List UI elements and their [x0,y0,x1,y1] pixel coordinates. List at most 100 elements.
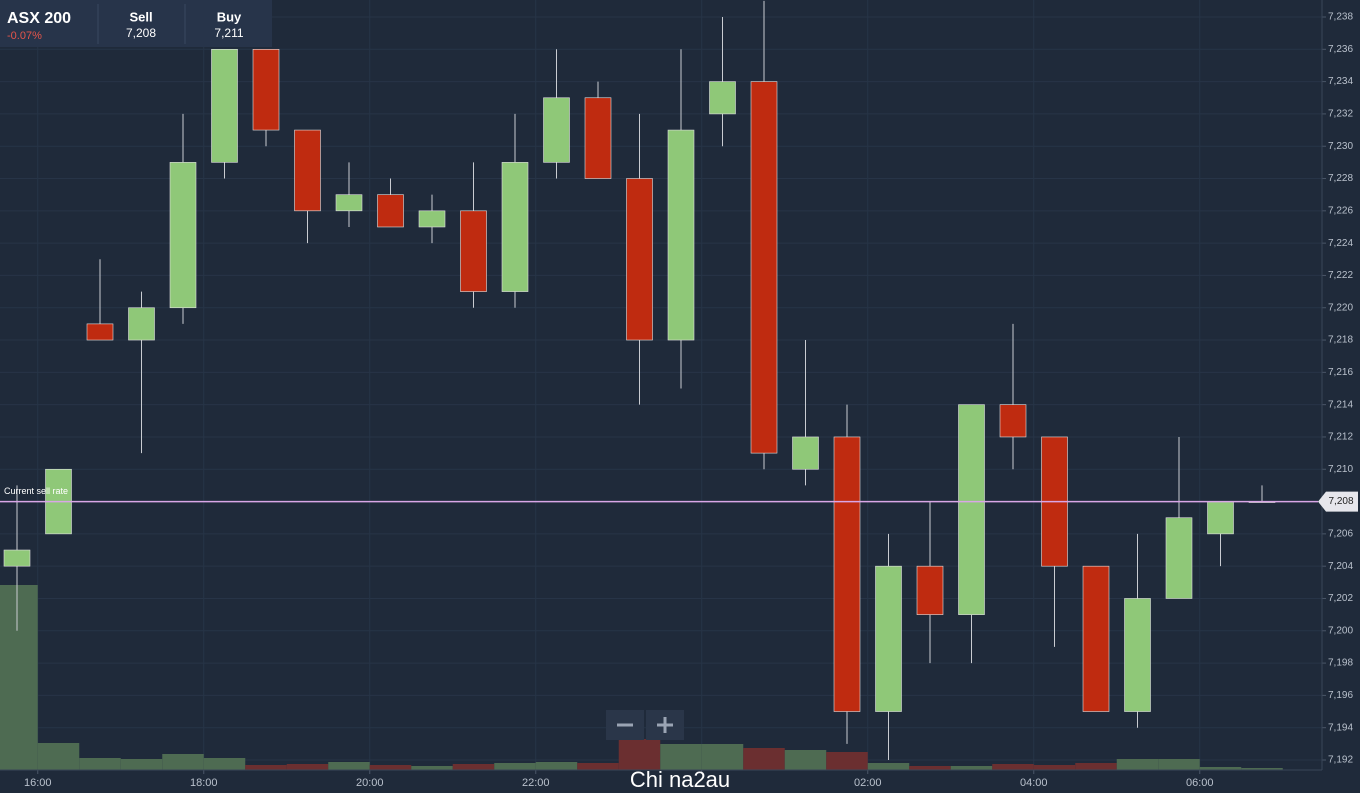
candle-body [750,81,778,454]
volume-bar [120,759,163,770]
y-tick-label: 7,204 [1328,561,1353,572]
candle-body [294,129,321,212]
volume-bar [867,763,910,770]
y-tick-label: 7,220 [1328,302,1353,313]
volume-bar [1075,763,1117,770]
y-tick-label: 7,202 [1328,593,1353,604]
y-tick-label: 7,212 [1328,432,1353,443]
volume-bar [79,758,121,770]
candle-body [1165,517,1193,599]
volume-bar [245,765,287,770]
y-tick-label: 7,226 [1328,205,1353,216]
volume-bar [0,585,38,770]
candle-body [501,162,529,292]
candle-body [460,210,487,292]
y-tick-label: 7,194 [1328,722,1353,733]
candle-body [1207,501,1234,535]
sell-label: Sell [129,9,152,24]
y-tick-label: 7,222 [1328,270,1353,281]
x-tick-label: 18:00 [190,777,218,789]
volume-bar [577,763,619,770]
volume-bar [494,763,536,770]
volume-bar [369,765,412,770]
y-tick-label: 7,200 [1328,625,1353,636]
y-tick-label: 7,232 [1328,109,1353,120]
sell-value: 7,208 [126,26,156,40]
candle-body [377,194,404,228]
volume-bar [1116,759,1159,770]
candle-body [875,565,902,712]
y-tick-label: 7,216 [1328,367,1353,378]
volume-bar [618,739,661,770]
volume-bar [701,744,744,770]
volume-bar [411,766,453,770]
y-tick-label: 7,206 [1328,529,1353,540]
candle-body [418,210,446,228]
volume-bar [203,758,246,770]
y-tick-label: 7,214 [1328,399,1353,410]
volume-bar [743,748,785,770]
header-bg [0,0,272,47]
y-tick-label: 7,192 [1328,755,1353,766]
candle-body [169,162,197,309]
header-panel: ASX 200 -0.07% Sell 7,208 Buy 7,211 [0,0,272,47]
volume-bar [328,762,370,770]
volume-bar [286,764,329,770]
x-tick-label: 20:00 [356,777,384,789]
y-tick-label: 7,224 [1328,238,1353,249]
change: -0.07% [7,30,42,42]
y-tick-label: 7,198 [1328,658,1353,669]
candle-body [626,178,653,341]
x-tick-label: 06:00 [1186,777,1214,789]
candle-body [792,436,819,470]
candle-body [86,323,114,341]
volume-bar [1158,759,1200,770]
candle-body [3,549,31,567]
candle-body [1124,598,1151,712]
volume-bar [1241,768,1283,770]
price-tag [1318,491,1358,512]
x-tick-label: 16:00 [24,777,52,789]
candle-body [667,129,695,341]
candle-body [211,49,238,163]
candle-body [252,49,280,131]
x-tick-label: 22:00 [522,777,550,789]
instrument: ASX 200 [7,10,71,27]
volume-bar [826,752,868,770]
price-tag-label: 7,208 [1328,496,1353,507]
volume-bar [1199,767,1242,770]
candle-body [1082,565,1110,712]
buy-value: 7,211 [214,26,243,40]
candle-body [128,307,155,341]
y-tick-label: 7,196 [1328,690,1353,701]
candle-body [916,565,944,615]
volume-bar [992,764,1034,770]
volume-bar [950,766,993,770]
candle-body [833,436,861,712]
y-tick-label: 7,238 [1328,12,1353,23]
volume-bar [162,754,204,770]
volume-bar [1033,765,1076,770]
candle-body [335,194,363,212]
overlay: Current sell rate 7,208 Chi na2au [0,486,1358,792]
candles [3,0,1276,760]
zoom-controls [606,710,684,740]
volume-bar [535,762,578,770]
buy-label[interactable]: Buy [217,9,242,24]
candle-body [584,97,612,179]
watermark: Chi na2au [630,767,730,792]
y-tick-label: 7,230 [1328,141,1353,152]
x-tick-label: 04:00 [1020,777,1048,789]
candle-body [543,97,570,163]
candle-body [709,81,736,115]
volume-bar [909,766,951,770]
candle-body [999,404,1027,438]
volume-bar [660,744,702,770]
y-tick-label: 7,210 [1328,464,1353,475]
y-tick-label: 7,234 [1328,76,1353,87]
x-tick-label: 02:00 [854,777,882,789]
current-rate-label: Current sell rate [4,486,68,496]
y-tick-label: 7,218 [1328,335,1353,346]
